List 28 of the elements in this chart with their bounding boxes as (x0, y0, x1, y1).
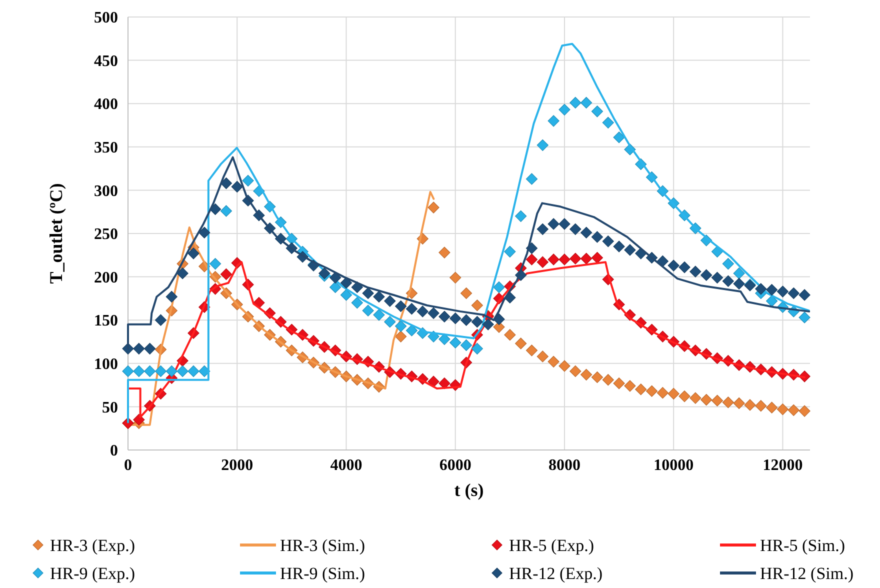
y-tick-label: 400 (94, 96, 118, 114)
x-tick-label: 8000 (548, 457, 580, 474)
y-tick-label: 450 (94, 52, 118, 70)
x-tick-label: 4000 (330, 457, 362, 474)
y-tick-label: 300 (94, 182, 118, 200)
legend-label: HR-12 (Sim.) (760, 564, 854, 583)
x-axis-title: t (s) (454, 480, 484, 500)
legend-label: HR-12 (Exp.) (509, 564, 602, 583)
y-tick-label: 500 (94, 10, 118, 27)
legend-label: HR-9 (Exp.) (50, 564, 135, 583)
x-tick-label: 10000 (654, 457, 694, 474)
legend-label: HR-9 (Sim.) (280, 564, 365, 583)
y-tick-label: 150 (94, 312, 118, 330)
legend-label: HR-5 (Sim.) (760, 536, 845, 555)
y-tick-label: 0 (110, 442, 118, 460)
x-tick-label: 0 (124, 457, 132, 474)
x-tick-label: 6000 (439, 457, 472, 474)
legend-label: HR-5 (Exp.) (509, 536, 594, 555)
y-tick-label: 250 (94, 226, 118, 244)
y-tick-label: 100 (94, 356, 118, 373)
y-axis-title: T_outlet (ºC) (46, 183, 66, 284)
legend-label: HR-3 (Sim.) (280, 536, 365, 555)
legend-label: HR-3 (Exp.) (50, 536, 135, 555)
y-tick-label: 50 (102, 399, 118, 416)
y-tick-label: 200 (94, 269, 118, 286)
y-tick-label: 350 (94, 140, 118, 156)
x-tick-label: 12000 (762, 457, 803, 474)
x-tick-label: 2000 (221, 457, 254, 474)
